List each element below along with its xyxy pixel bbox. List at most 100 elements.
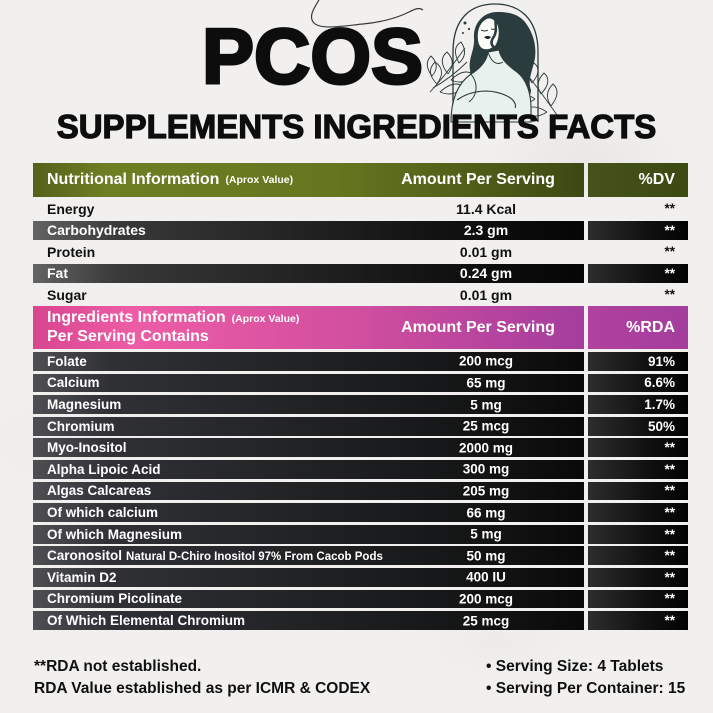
page-subtitle: SUPPLEMENTS INGREDIENTS FACTS — [56, 107, 657, 145]
amount-per-serving-value: 25 mcg — [462, 613, 510, 629]
row-name: Magnesium — [47, 397, 122, 413]
percent-value: ** — [588, 481, 688, 501]
percent-value: 6.6% — [588, 373, 688, 393]
nutrition-header-title: Nutritional Information — [47, 171, 220, 188]
woman-illustration — [310, 0, 558, 123]
row-name: Of Which Elemental Chromium — [47, 613, 246, 629]
woman-figure — [450, 12, 536, 123]
amount-per-serving-value: 5 mg — [470, 397, 502, 413]
amount-per-serving-value: 205 mg — [462, 483, 510, 499]
amount-per-serving-value: 0.24 gm — [459, 265, 513, 282]
table-row: Calcium 65 mg 6.6% — [33, 373, 688, 393]
percent-value: ** — [588, 503, 688, 522]
serving-footnotes: • Serving Size: 4 Tablets • Serving Per … — [486, 656, 685, 700]
nutrition-header-main: Nutritional Information (Aprox Value) Am… — [33, 163, 584, 197]
row-main-cell: Calcium 65 mg — [33, 373, 584, 393]
row-main-cell: Chromium Picolinate 200 mcg — [33, 589, 584, 609]
ingredients-table-header: Ingredients Information (Aprox Value) Pe… — [33, 306, 688, 349]
row-name-detail: Natural D-Chiro Inositol 97% From Cacob … — [126, 551, 383, 564]
row-main-cell: Folate 200 mcg — [33, 352, 584, 371]
table-row: Myo-Inositol 2000 mg ** — [33, 438, 688, 458]
row-main-cell: Carbohydrates 2.3 gm — [33, 220, 584, 240]
percent-value: ** — [664, 244, 675, 260]
row-name: Alpha Lipoic Acid — [47, 461, 161, 477]
row-main-cell: Algas Calcareas 205 mg — [33, 481, 584, 501]
row-main-cell: Fat 0.24 gm — [33, 263, 584, 283]
footnote-line: **RDA not established. — [34, 658, 202, 675]
amount-per-serving-value: 300 mg — [462, 461, 510, 477]
amount-per-serving-value: 200 mcg — [458, 353, 514, 369]
row-main-cell: Vitamin D2 400 IU — [33, 567, 584, 587]
percent-value: ** — [664, 201, 675, 217]
row-name: Myo-Inositol — [47, 440, 127, 456]
row-name: Sugar — [47, 286, 87, 303]
table-row: Folate 200 mcg 91% — [33, 352, 688, 371]
row-name: Calcium — [47, 375, 100, 391]
row-name: Algas Calcareas — [47, 483, 152, 499]
percent-value: 50% — [588, 416, 688, 436]
dv-percent-label: %DV — [588, 163, 688, 197]
row-main-cell: Of which Magnesium 5 mg — [33, 524, 584, 544]
table-row: Chromium Picolinate 200 mcg ** — [33, 589, 688, 609]
ingredients-header-subtitle: (Aprox Value) — [231, 313, 300, 325]
amount-per-serving-label: Amount Per Serving — [401, 318, 555, 336]
footnote-line: RDA Value established as per ICMR & CODE… — [34, 680, 371, 697]
row-name: Of which Magnesium — [47, 526, 183, 542]
row-name: Energy — [47, 200, 95, 217]
squiggle-line — [310, 0, 424, 28]
row-name: Chromium — [47, 418, 115, 434]
serving-size-line: • Serving Size: 4 Tablets — [486, 658, 664, 675]
row-name: Fat — [47, 265, 68, 282]
amount-per-serving-value: 66 mg — [466, 505, 506, 521]
table-row: Sugar 0.01 gm ** — [33, 285, 688, 305]
table-row: Of Which Elemental Chromium 25 mcg ** — [33, 611, 688, 630]
row-main-cell: Energy 11.4 Kcal — [33, 199, 584, 219]
amount-per-serving-value: 11.4 Kcal — [456, 200, 516, 217]
table-row: Energy 11.4 Kcal ** — [33, 199, 688, 219]
amount-per-serving-value: 65 mg — [466, 375, 506, 391]
row-name: Vitamin D2 — [47, 569, 117, 585]
row-name: Caronositol Natural D-Chiro Inositol 97% … — [47, 548, 383, 564]
row-main-cell: Alpha Lipoic Acid 300 mg — [33, 459, 584, 479]
row-main-cell: Of which calcium 66 mg — [33, 503, 584, 522]
ingredients-table: Ingredients Information (Aprox Value) Pe… — [33, 306, 688, 630]
garment — [450, 49, 532, 123]
table-row: Alpha Lipoic Acid 300 mg ** — [33, 459, 688, 479]
ingredients-header-title: Ingredients Information — [47, 309, 226, 326]
row-main-cell: Myo-Inositol 2000 mg — [33, 438, 584, 458]
arch-frame-icon — [452, 3, 539, 122]
table-row: Of which calcium 66 mg ** — [33, 503, 688, 522]
amount-per-serving-value: 50 mg — [466, 548, 506, 564]
percent-value: ** — [588, 589, 688, 609]
ingredients-header-line2: Per Serving Contains — [47, 328, 209, 345]
lips — [484, 36, 491, 39]
percent-value: 91% — [588, 352, 688, 371]
table-row: Algas Calcareas 205 mg ** — [33, 481, 688, 501]
row-name: Carbohydrates — [47, 222, 146, 239]
row-name: Protein — [47, 243, 96, 260]
percent-value: ** — [664, 287, 675, 303]
row-main-cell: Magnesium 5 mg — [33, 395, 584, 414]
row-main-cell: Chromium 25 mcg — [33, 416, 584, 436]
table-row: Fat 0.24 gm ** — [33, 263, 688, 283]
percent-value: ** — [588, 220, 688, 240]
rda-footnotes: **RDA not established. RDA Value establi… — [34, 656, 370, 700]
percent-value: ** — [588, 567, 688, 587]
amount-per-serving-value: 5 mg — [470, 526, 502, 542]
table-row: Chromium 25 mcg 50% — [33, 416, 688, 436]
percent-value: ** — [588, 263, 688, 283]
percent-value: ** — [588, 611, 688, 630]
row-main-cell: Sugar 0.01 gm — [33, 285, 584, 305]
percent-value: ** — [588, 459, 688, 479]
amount-per-serving-value: 0.01 gm — [459, 286, 513, 303]
amount-per-serving-value: 25 mcg — [462, 418, 510, 434]
nutrition-header-subtitle: (Aprox Value) — [225, 174, 294, 186]
percent-value: ** — [588, 546, 688, 566]
row-main-cell: Caronositol Natural D-Chiro Inositol 97% … — [33, 546, 584, 566]
table-row: Caronositol Natural D-Chiro Inositol 97% … — [33, 546, 688, 566]
leaf-branch-left-icon — [426, 41, 474, 95]
arm — [456, 90, 517, 109]
table-row: Magnesium 5 mg 1.7% — [33, 395, 688, 414]
percent-value: 1.7% — [588, 395, 688, 414]
nutrition-table-header: Nutritional Information (Aprox Value) Am… — [33, 163, 688, 197]
